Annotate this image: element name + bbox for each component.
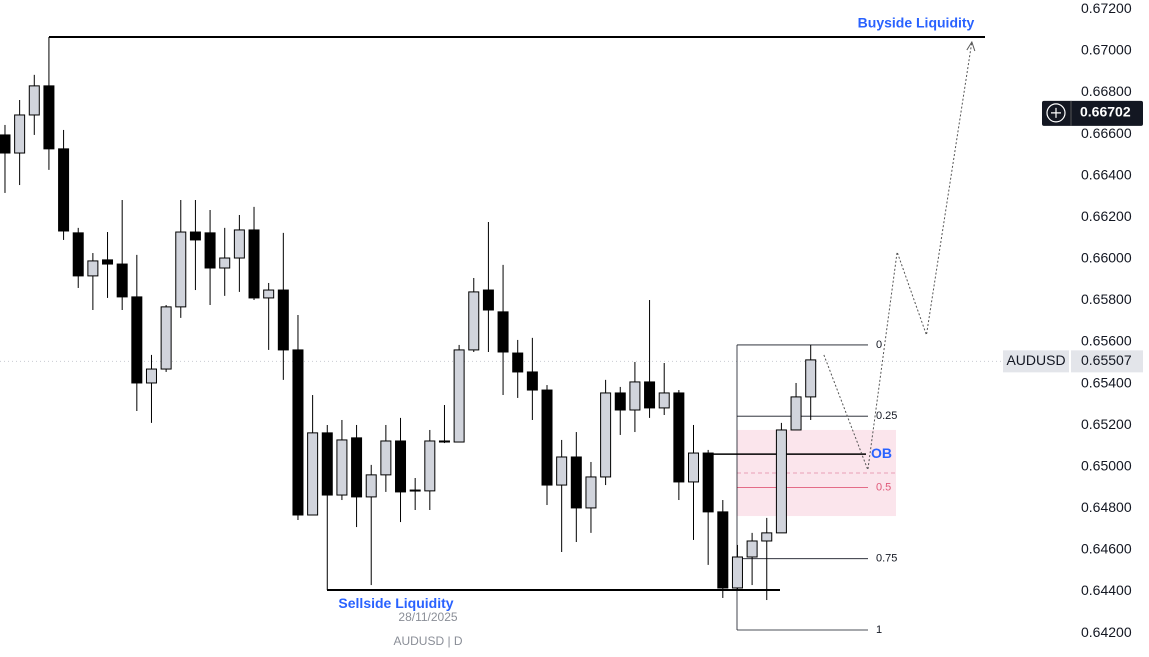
footer: AUDUSD | D [393, 634, 462, 648]
y-tick-label: 0.65400 [1081, 374, 1132, 390]
candle-body [600, 392, 612, 478]
candle-body [175, 231, 187, 308]
crosshair-price-label: 0.66702 [1080, 104, 1131, 120]
candle-body [731, 556, 743, 589]
crosshair-badge [1042, 100, 1143, 126]
candle-body [658, 392, 670, 409]
candle-body [526, 371, 538, 391]
candle-body [58, 148, 70, 232]
candle-body [424, 440, 436, 492]
candle-body [614, 392, 626, 411]
y-tick-label: 0.66600 [1081, 125, 1132, 141]
y-tick-label: 0.65000 [1081, 457, 1132, 473]
y-tick-label: 0.67200 [1081, 0, 1132, 16]
add-icon-plus [1051, 107, 1061, 118]
fib-label: 1 [876, 624, 882, 636]
candle-body [28, 85, 40, 116]
liquidity-label: Sellside Liquidity [338, 595, 453, 611]
candle-body [72, 232, 84, 277]
candle-body [688, 452, 700, 483]
candle-body [292, 349, 304, 516]
candle-body [14, 114, 26, 154]
candle-body [585, 476, 597, 509]
candle-body [438, 440, 450, 443]
candle-body [805, 359, 817, 398]
y-tick-label: 0.64200 [1081, 624, 1132, 640]
candle-body [673, 392, 685, 483]
y-tick-label: 0.66400 [1081, 166, 1132, 182]
fib-label: 0.25 [876, 410, 897, 422]
candle-body [336, 439, 348, 496]
fib-label: 0 [876, 339, 882, 351]
candle-body [380, 440, 392, 476]
last-price-badge [1071, 350, 1143, 373]
projection-path [823, 41, 973, 471]
symbol-badge [1003, 350, 1069, 373]
candle-body [395, 440, 407, 493]
candle-body [248, 229, 260, 299]
y-tick-label: 0.64600 [1081, 541, 1132, 557]
y-tick-label: 0.64400 [1081, 582, 1132, 598]
crosshair-date: 28/11/2025 [398, 610, 457, 624]
candle-body [365, 474, 377, 498]
candle-body [43, 85, 55, 150]
candle-body [453, 349, 465, 443]
y-tick-label: 0.65800 [1081, 291, 1132, 307]
last-price-label: 0.65507 [1081, 352, 1132, 368]
candle-body [131, 296, 143, 384]
candle-body [233, 229, 245, 259]
candle-body [629, 381, 641, 411]
symbol-label: AUDUSD [1006, 352, 1065, 368]
y-tick-label: 0.66800 [1081, 83, 1132, 99]
y-tick-label: 0.64800 [1081, 499, 1132, 515]
candle-body [189, 231, 201, 241]
candle-body [263, 289, 275, 299]
candle-body [790, 396, 802, 431]
candle-body [482, 289, 494, 311]
y-tick-label: 0.66000 [1081, 250, 1132, 266]
order-block-label: OB [871, 445, 892, 461]
candle-body [570, 456, 582, 509]
candle-body [775, 429, 787, 534]
y-tick-label: 0.65200 [1081, 416, 1132, 432]
projection-arrow [966, 40, 976, 52]
liquidity-label: Buyside Liquidity [858, 15, 975, 31]
candle-body [512, 352, 524, 373]
candle-body [277, 289, 289, 351]
candle-body [644, 381, 656, 409]
candle-body [204, 232, 216, 269]
candle-body [87, 260, 99, 277]
candle-body [497, 311, 509, 353]
candle-body [717, 511, 729, 589]
candle-body [145, 368, 157, 384]
candle-body [102, 259, 114, 265]
y-tick-label: 0.66200 [1081, 208, 1132, 224]
candle-body [116, 263, 128, 298]
candle-body [556, 456, 568, 486]
candle-body [0, 134, 11, 154]
candle-body [351, 437, 363, 498]
candle-body [409, 489, 421, 492]
candle-body [160, 306, 172, 370]
candle-body [219, 257, 231, 269]
candle-body [321, 432, 333, 496]
candle-body [702, 452, 714, 513]
add-icon [1046, 103, 1066, 123]
candle-body [746, 540, 758, 558]
candle-body [468, 291, 480, 351]
fib-label: 0.75 [876, 553, 897, 565]
y-tick-label: 0.65600 [1081, 333, 1132, 349]
candle-body [307, 432, 319, 516]
candle-body [761, 532, 773, 542]
y-tick-label: 0.67000 [1081, 42, 1132, 58]
candle-body [541, 389, 553, 486]
fib-label: 0.5 [876, 481, 891, 493]
